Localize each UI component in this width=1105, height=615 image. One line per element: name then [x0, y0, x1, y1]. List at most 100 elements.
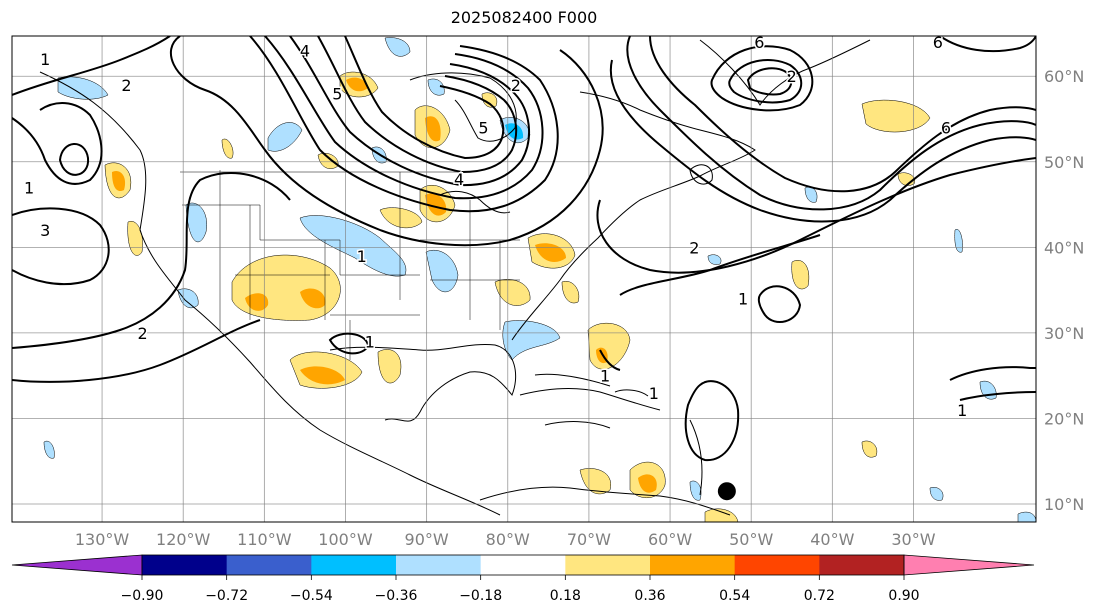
contour-label: 2	[138, 324, 148, 343]
contour-label: 2	[511, 76, 521, 95]
contour-line	[728, 59, 803, 104]
longitude-label: 40°W	[810, 530, 854, 549]
great-lakes	[439, 190, 511, 214]
contour-line	[12, 207, 110, 286]
contour-line	[264, 36, 544, 200]
colorbar-swatch	[226, 555, 312, 575]
colorbar-label: −0.90	[121, 588, 164, 604]
anomaly-negative-region	[954, 229, 963, 253]
colorbar-label: −0.72	[205, 588, 248, 604]
anomaly-positive-region	[245, 293, 269, 311]
contour-label: 6	[933, 33, 943, 52]
anomaly-positive-region	[425, 116, 441, 142]
contour-line	[289, 36, 530, 187]
longitude-tick-labels: 130°W 120°W 110°W 100°W 90°W 80°W 70°W 60°W 50°W…	[75, 530, 936, 549]
contour-line	[626, 36, 1036, 211]
graticule	[12, 36, 1036, 522]
contour-label: 3	[40, 221, 50, 240]
colorbar-extend-high	[903, 554, 1035, 576]
contour-label: 1	[738, 290, 748, 309]
longitude-label: 50°W	[729, 530, 773, 549]
anomaly-positive-region	[561, 280, 580, 304]
longitude-label: 130°W	[75, 530, 130, 549]
longitude-label: 60°W	[648, 530, 692, 549]
longitude-label: 110°W	[237, 530, 292, 549]
colorbar-label: 0.54	[719, 588, 750, 604]
contour-label: 4	[300, 42, 310, 61]
contour-line	[12, 102, 103, 185]
colorbar-swatch	[396, 555, 482, 575]
map-title: 2025082400 F000	[450, 8, 598, 27]
anomaly-positive-region	[425, 193, 447, 216]
anomaly-positive-region	[231, 254, 341, 321]
anomaly-positive-region	[704, 508, 739, 522]
anomaly-positive-region	[346, 77, 368, 92]
contour-line	[619, 234, 821, 296]
anomaly-negative-region	[505, 123, 524, 140]
anomaly-positive-region	[579, 468, 612, 495]
colorbar-swatch	[734, 555, 820, 575]
contour-line	[58, 143, 90, 176]
colorbar: −0.90 −0.72 −0.54 −0.36 −0.18 0.18 0.36 0.54 0.7…	[11, 554, 1035, 604]
anomaly-positive-region	[221, 138, 234, 159]
contour-line	[609, 59, 1036, 223]
colorbar-swatch	[819, 555, 905, 575]
latitude-label: 30°N	[1044, 324, 1084, 343]
contour-line	[249, 36, 559, 213]
anomaly-positive-region	[861, 99, 931, 133]
anomaly-positive-region	[861, 440, 878, 458]
contour-line	[169, 36, 604, 247]
contour-label: 2	[121, 76, 131, 95]
colorbar-label: 0.36	[634, 588, 665, 604]
anomaly-negative-region	[707, 254, 722, 265]
anomaly-negative-region	[384, 37, 411, 57]
longitude-label: 100°W	[318, 530, 373, 549]
anomaly-negative-region	[427, 78, 445, 96]
anomaly-negative-region	[1017, 511, 1036, 522]
contour-line	[710, 45, 814, 112]
colorbar-swatch	[650, 555, 736, 575]
coastline-greenland	[699, 39, 871, 106]
longitude-label: 90°W	[405, 530, 449, 549]
contour-label: 1	[357, 247, 367, 266]
contour-label: 1	[24, 178, 34, 197]
contour-label: 1	[365, 332, 375, 351]
anomaly-positive-region	[379, 207, 423, 229]
anomaly-positive-region	[300, 288, 326, 309]
contour-label-layer: 1 2 4 5 2 5 4 6 2 6 6 2 1 1 1 2 1 3 1 1 1	[22, 33, 968, 421]
colorbar-label: 0.90	[888, 588, 919, 604]
contour-line	[12, 319, 261, 383]
longitude-label: 80°W	[486, 530, 530, 549]
latitude-label: 40°N	[1044, 238, 1084, 257]
colorbar-extend-low	[11, 554, 143, 576]
anomaly-positive-region	[300, 366, 345, 385]
colorbar-outline	[141, 554, 905, 576]
coastline-gulf	[329, 343, 517, 422]
colorbar-label: 0.72	[804, 588, 835, 604]
map-frame	[11, 35, 1037, 523]
longitude-label: 120°W	[156, 530, 211, 549]
colorbar-swatch	[311, 555, 397, 575]
anomaly-negative-region	[57, 76, 109, 100]
contour-label: 5	[332, 84, 342, 103]
colorbar-label: 0.18	[550, 588, 581, 604]
contour-line	[12, 36, 171, 96]
contour-line	[328, 332, 370, 355]
contour-label: 4	[454, 170, 464, 189]
contour-line	[12, 172, 291, 349]
latitude-tick-labels: 60°N 50°N 40°N 30°N 20°N 10°N	[1044, 67, 1084, 514]
contour-line	[649, 36, 1036, 193]
contour-line	[599, 349, 621, 371]
contour-line	[746, 67, 793, 96]
colorbar-swatch	[480, 555, 566, 575]
colorbar-label: −0.54	[290, 588, 333, 604]
longitude-label: 30°W	[891, 530, 935, 549]
anomaly-negative-region	[929, 487, 944, 501]
contour-line	[939, 36, 1036, 53]
coastline-caribbean	[519, 388, 703, 496]
anomaly-positive-region	[791, 260, 810, 290]
contour-label: 1	[600, 367, 610, 386]
contour-line	[949, 366, 1036, 401]
latitude-label: 60°N	[1044, 67, 1084, 86]
